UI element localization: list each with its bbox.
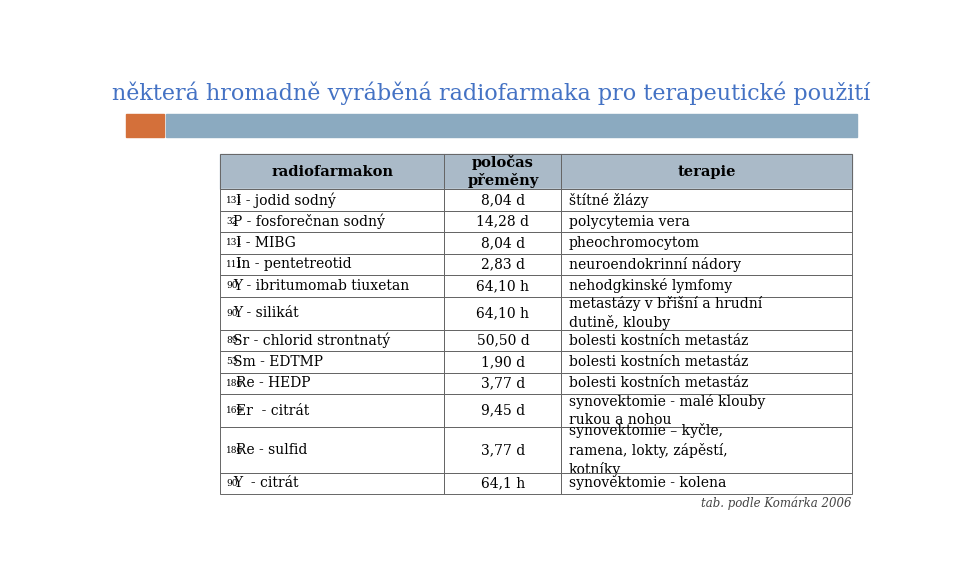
Text: I - MIBG: I - MIBG: [236, 236, 296, 250]
Bar: [221, 297, 444, 330]
Text: Y - silikát: Y - silikát: [233, 306, 299, 320]
Text: neuroendokrinní nádory: neuroendokrinní nádory: [569, 257, 740, 272]
Bar: [561, 275, 852, 297]
Text: nehodgkinské lymfomy: nehodgkinské lymfomy: [569, 278, 732, 293]
Bar: [561, 232, 852, 254]
Bar: [444, 394, 561, 428]
Text: 186: 186: [226, 379, 244, 388]
Text: terapie: terapie: [677, 165, 736, 179]
Bar: [221, 254, 444, 275]
Bar: [221, 275, 444, 297]
Bar: [444, 472, 561, 494]
Text: 3,77 d: 3,77 d: [480, 443, 525, 457]
Bar: [221, 428, 444, 472]
Bar: [221, 394, 444, 428]
Bar: [444, 254, 561, 275]
Text: 3,77 d: 3,77 d: [480, 377, 525, 390]
Bar: [221, 330, 444, 351]
Text: 64,1 h: 64,1 h: [480, 476, 525, 490]
Text: Y  - citrát: Y - citrát: [233, 476, 299, 490]
Text: 131: 131: [226, 238, 244, 247]
Bar: [166, 114, 857, 137]
Bar: [444, 330, 561, 351]
Text: 32: 32: [226, 217, 238, 226]
Text: 64,10 h: 64,10 h: [477, 279, 529, 293]
Text: P - fosforečnan sodný: P - fosforečnan sodný: [233, 214, 386, 230]
Text: synovektomie - kolena: synovektomie - kolena: [569, 476, 726, 490]
Text: 89: 89: [226, 336, 238, 345]
Text: Y - ibritumomab tiuxetan: Y - ibritumomab tiuxetan: [233, 279, 409, 293]
Text: poločas
přeměny: poločas přeměny: [467, 155, 539, 188]
Text: 9,45 d: 9,45 d: [480, 404, 525, 418]
Text: některá hromadně vyráběná radiofarmaka pro terapeutické použití: některá hromadně vyráběná radiofarmaka p…: [112, 82, 871, 105]
Text: Re - HEDP: Re - HEDP: [236, 377, 311, 390]
Text: 169: 169: [226, 406, 244, 415]
Text: Sr - chlorid strontnatý: Sr - chlorid strontnatý: [233, 333, 390, 348]
Text: 2,83 d: 2,83 d: [480, 257, 525, 272]
Text: 8,04 d: 8,04 d: [480, 193, 525, 207]
Text: 14,28 d: 14,28 d: [477, 215, 529, 228]
Text: I - jodid sodný: I - jodid sodný: [236, 192, 336, 208]
Bar: [561, 297, 852, 330]
Bar: [221, 211, 444, 232]
Text: 90: 90: [226, 479, 238, 488]
Text: Er  - citrát: Er - citrát: [236, 404, 310, 418]
Text: synovektomie – kyčle,
ramena, lokty, zápěstí,
kotníky: synovektomie – kyčle, ramena, lokty, záp…: [569, 424, 728, 477]
Bar: [444, 428, 561, 472]
Bar: [561, 394, 852, 428]
Bar: [126, 114, 165, 137]
Bar: [221, 351, 444, 373]
Bar: [444, 275, 561, 297]
Bar: [444, 297, 561, 330]
Text: synovektomie - malé klouby
rukou a nohou: synovektomie - malé klouby rukou a nohou: [569, 394, 765, 427]
Text: Sm - EDTMP: Sm - EDTMP: [233, 355, 323, 369]
Text: tab. podle Komárka 2006: tab. podle Komárka 2006: [701, 496, 852, 510]
Text: 8,04 d: 8,04 d: [480, 236, 525, 250]
Bar: [444, 211, 561, 232]
Bar: [444, 189, 561, 211]
Text: In - pentetreotid: In - pentetreotid: [236, 257, 352, 272]
Text: metastázy v břišní a hrudní
dutině, klouby: metastázy v břišní a hrudní dutině, klou…: [569, 296, 762, 330]
Bar: [561, 373, 852, 394]
Bar: [561, 189, 852, 211]
Bar: [221, 373, 444, 394]
Text: 64,10 h: 64,10 h: [477, 306, 529, 320]
Text: 90: 90: [226, 309, 238, 317]
Text: 186: 186: [226, 445, 244, 455]
Text: 131: 131: [226, 196, 244, 205]
Bar: [444, 351, 561, 373]
Text: 1,90 d: 1,90 d: [480, 355, 525, 369]
Bar: [561, 254, 852, 275]
Bar: [444, 373, 561, 394]
Text: radiofarmakon: radiofarmakon: [271, 165, 393, 179]
Bar: [444, 154, 561, 189]
Bar: [561, 351, 852, 373]
Text: 50,50 d: 50,50 d: [477, 333, 529, 348]
Text: pheochromocytom: pheochromocytom: [569, 236, 700, 250]
Text: štítné žlázy: štítné žlázy: [569, 193, 648, 208]
Text: 111: 111: [226, 260, 244, 269]
Bar: [221, 232, 444, 254]
Text: bolesti kostních metastáz: bolesti kostních metastáz: [569, 377, 748, 390]
Text: polycytemia vera: polycytemia vera: [569, 215, 690, 228]
Bar: [561, 472, 852, 494]
Text: Re - sulfid: Re - sulfid: [236, 443, 308, 457]
Text: 53: 53: [226, 358, 238, 366]
Bar: [561, 428, 852, 472]
Bar: [221, 154, 444, 189]
Bar: [561, 154, 852, 189]
Bar: [221, 189, 444, 211]
Bar: [221, 472, 444, 494]
Bar: [561, 330, 852, 351]
Bar: [561, 211, 852, 232]
Text: bolesti kostních metastáz: bolesti kostních metastáz: [569, 355, 748, 369]
Bar: [444, 232, 561, 254]
Text: 90: 90: [226, 281, 238, 290]
Text: bolesti kostních metastáz: bolesti kostních metastáz: [569, 333, 748, 348]
